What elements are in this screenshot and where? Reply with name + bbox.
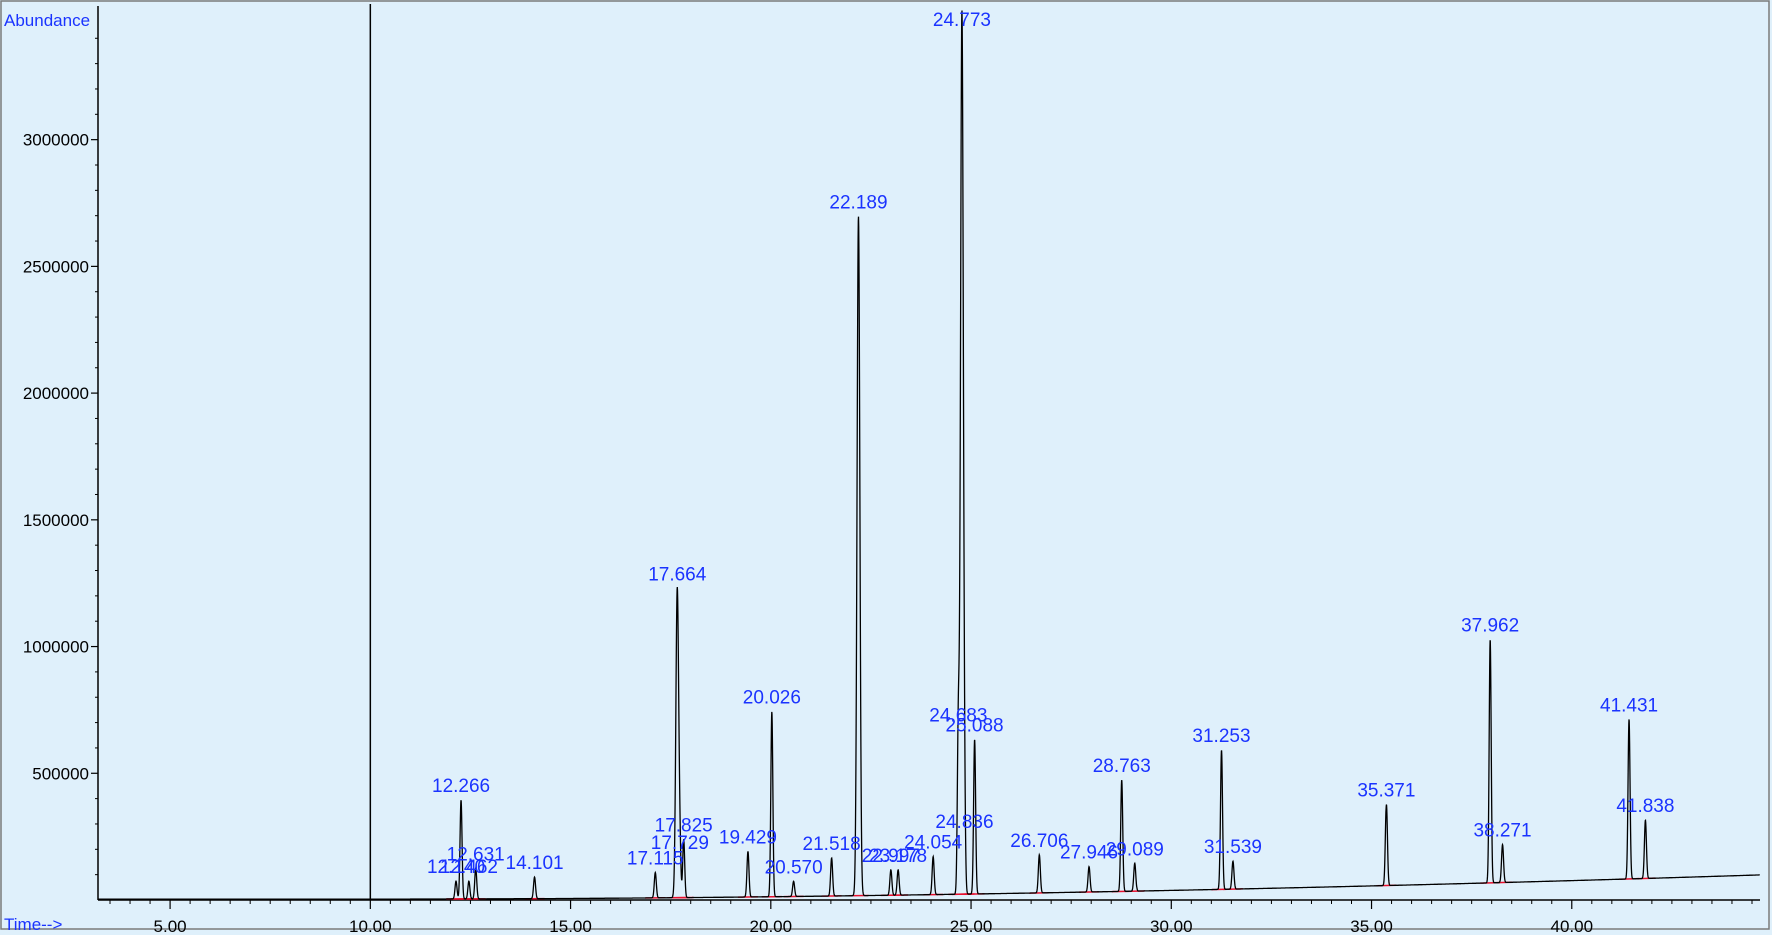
x-tick-label: 15.00 [549,917,592,935]
peak-label: 31.253 [1192,726,1250,747]
peak-label: 24.836 [935,812,993,833]
x-tick-label: 35.00 [1350,917,1393,935]
peak-label: 25.088 [946,715,1004,736]
y-tick-label: 1500000 [23,511,89,530]
peak-label: 21.518 [803,834,861,855]
peak-label: 19.429 [719,827,777,848]
peak-label: 20.570 [765,857,823,878]
x-tick-label: 30.00 [1150,917,1193,935]
peak-label: 41.431 [1600,695,1658,716]
peak-label: 29.089 [1106,839,1164,860]
peak-label: 24.054 [904,833,963,854]
peak-label: 12.631 [447,844,505,865]
peak-label: 41.838 [1616,796,1674,817]
y-tick-label: 500000 [32,764,89,783]
x-axis-title: Time--> [4,915,62,934]
x-tick-label: 25.00 [950,917,993,935]
y-tick-label: 2500000 [23,257,89,276]
peak-label: 14.101 [506,853,564,874]
y-tick-label: 3000000 [23,131,89,150]
y-axis-title: Abundance [4,11,90,30]
peak-label: 24.773 [933,10,991,31]
x-tick-label: 10.00 [349,917,392,935]
y-tick-label: 1000000 [23,638,89,657]
y-tick-label: 2000000 [23,384,89,403]
peak-label: 22.189 [829,192,887,213]
peak-label: 28.763 [1093,756,1151,777]
peak-label: 38.271 [1473,821,1531,842]
peak-label: 12.266 [432,776,490,797]
x-tick-label: 5.00 [154,917,187,935]
peak-label: 20.026 [743,688,801,709]
x-tick-label: 40.00 [1551,917,1594,935]
peak-label: 37.962 [1461,616,1519,637]
peak-label: 17.664 [648,564,707,585]
peak-label: 35.371 [1357,780,1415,801]
x-tick-label: 20.00 [750,917,793,935]
peak-label: 31.539 [1204,837,1262,858]
peak-label: 17.825 [655,815,713,836]
